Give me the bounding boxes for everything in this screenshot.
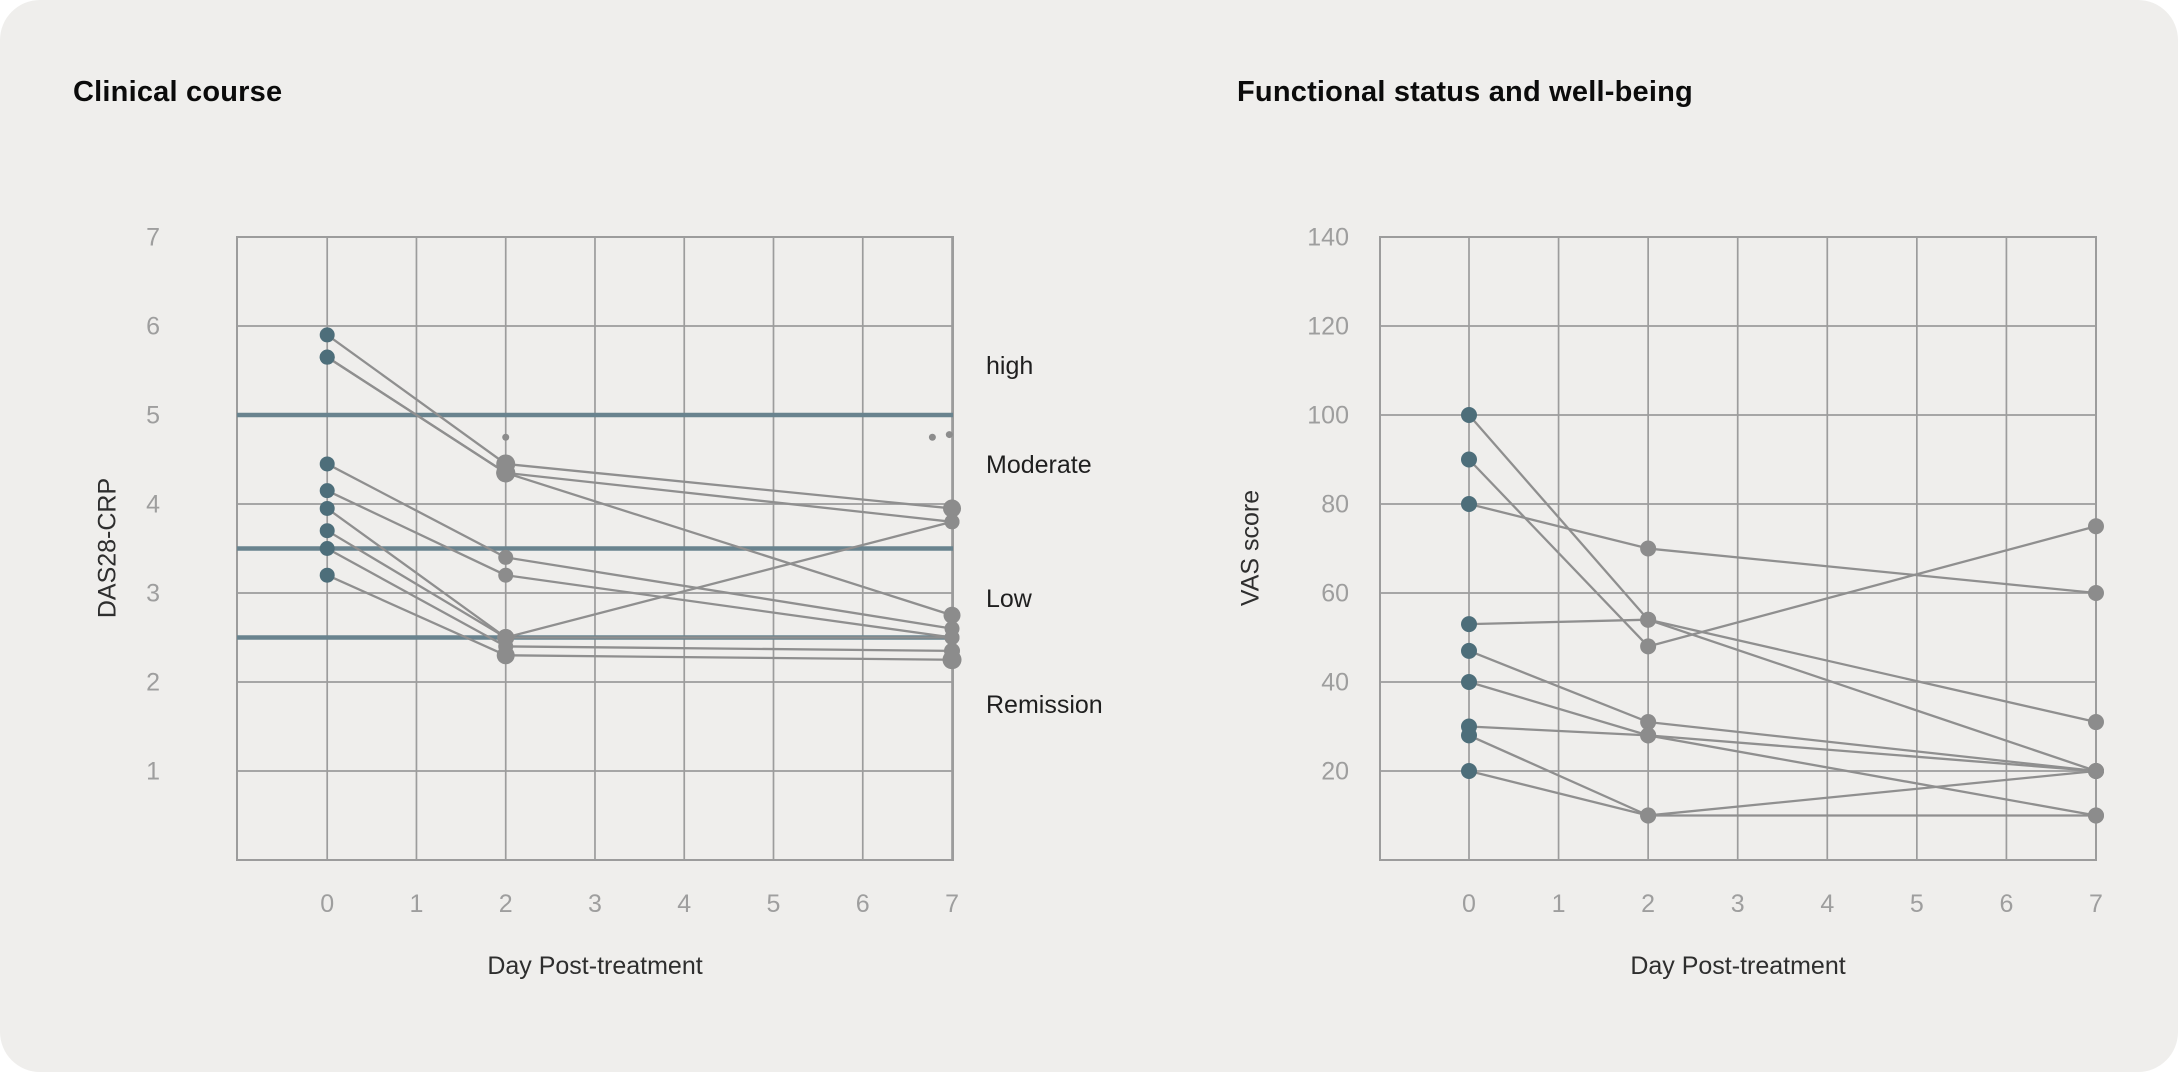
left-point-day7 [943, 606, 961, 624]
chart-title-clinical-course: Clinical course [73, 76, 283, 108]
left-tick-labels: 1 2 3 4 5 6 7 0 1 2 3 4 5 6 7 [146, 224, 959, 919]
left-y-tick-label: 3 [146, 580, 160, 608]
right-patient-1-line [1468, 414, 2097, 724]
zone-label-low: Low [986, 585, 1032, 613]
left-point-day2 [496, 646, 515, 665]
zone-label-high: high [986, 352, 1034, 380]
left-y-tick-label: 1 [146, 758, 160, 786]
left-point-day7 [944, 630, 960, 645]
right-patient-6-line [1468, 680, 2097, 773]
right-y-tick-label: 40 [1321, 669, 1349, 697]
left-point-day0 [319, 483, 335, 499]
right-x-tick-label: 7 [2089, 890, 2103, 918]
left-y-tick-label: 4 [146, 491, 160, 519]
left-point-day0 [319, 456, 335, 472]
left-x-tick-label: 0 [320, 890, 334, 918]
right-x-tick-label: 3 [1731, 890, 1745, 918]
left-x-tick-label: 4 [677, 890, 691, 918]
right-point-day7 [2087, 714, 2104, 731]
right-point-day7 [2087, 807, 2104, 824]
right-point-day2 [1640, 727, 1657, 744]
right-point-day0 [1461, 727, 1477, 744]
right-point-day2 [1640, 807, 1657, 824]
right-x-tick-label: 2 [1641, 890, 1655, 918]
left-data-points [319, 327, 962, 670]
left-point-day0 [319, 541, 335, 556]
x-axis-title-right: Day Post-treatment [1630, 952, 1846, 980]
right-point-day7 [2087, 763, 2104, 779]
left-x-tick-label: 7 [945, 890, 959, 918]
left-x-tick-label: 1 [410, 890, 424, 918]
left-point-day2 [498, 549, 514, 565]
left-patient-1-line [326, 333, 953, 510]
left-y-tick-label: 7 [146, 224, 160, 252]
x-axis-title-left: Day Post-treatment [487, 952, 703, 980]
right-x-tick-label: 5 [1910, 890, 1924, 918]
left-x-tick-label: 2 [499, 890, 513, 918]
right-x-tick-label: 6 [1999, 890, 2013, 918]
left-point-day0 [319, 349, 335, 365]
right-point-day2 [1640, 540, 1657, 557]
right-y-tick-label: 120 [1307, 313, 1349, 341]
right-patient-4-line [1468, 618, 2097, 773]
left-x-tick-label: 5 [767, 890, 781, 918]
right-chart: 20 40 60 80 100 120 140 0 1 2 3 4 5 6 7 [1307, 224, 2104, 919]
left-y-tick-label: 2 [146, 669, 160, 697]
right-point-day7 [2087, 585, 2104, 601]
right-point-day0 [1461, 642, 1477, 659]
left-chart: 1 2 3 4 5 6 7 0 1 2 3 4 5 6 7 [146, 224, 962, 919]
right-data-points [1461, 407, 2104, 824]
y-axis-title-das28-crp: DAS28-CRP [93, 477, 122, 619]
right-point-day0 [1461, 407, 1477, 423]
left-point-day0 [319, 327, 335, 343]
y-axis-title-vas-score: VAS score [1236, 489, 1265, 607]
left-point-day0 [319, 500, 335, 516]
left-point-day7 [944, 514, 960, 530]
left-y-tick-label: 6 [146, 313, 160, 341]
right-y-tick-label: 140 [1307, 224, 1349, 252]
right-x-tick-label: 1 [1552, 890, 1566, 918]
left-point-day2 [496, 463, 516, 483]
left-point-day0 [319, 567, 335, 583]
zone-label-remission: Remission [986, 691, 1103, 719]
right-tick-labels: 20 40 60 80 100 120 140 0 1 2 3 4 5 6 7 [1307, 224, 2103, 919]
left-point-day7 [943, 499, 962, 518]
right-y-tick-label: 100 [1307, 402, 1349, 430]
right-patient-8-line [1468, 734, 2097, 817]
right-point-day7 [2087, 518, 2104, 535]
right-point-day0 [1461, 496, 1477, 512]
right-trajectory-lines [1468, 414, 2097, 817]
left-point-day2 [498, 567, 514, 583]
right-point-day0 [1461, 616, 1477, 633]
zone-label-moderate: Moderate [986, 451, 1092, 479]
left-point-day7 [942, 650, 962, 670]
left-x-tick-label: 6 [856, 890, 870, 918]
right-x-tick-label: 0 [1462, 890, 1476, 918]
left-small-outlier-point [945, 431, 953, 439]
right-point-day2 [1640, 714, 1657, 731]
left-patient-2-line [326, 356, 953, 523]
right-y-tick-label: 20 [1321, 758, 1349, 786]
right-patient-3-line [1468, 502, 2097, 595]
left-trajectory-lines [326, 333, 953, 661]
right-y-tick-label: 80 [1321, 491, 1349, 519]
right-y-tick-label: 60 [1321, 580, 1349, 608]
left-small-outlier-point [928, 433, 936, 441]
left-point-day0 [319, 523, 335, 539]
right-patient-2-line [1468, 458, 2097, 648]
chart-title-functional-status: Functional status and well-being [1237, 76, 1693, 108]
right-gridlines [1379, 236, 2097, 861]
right-x-tick-label: 4 [1820, 890, 1834, 918]
right-point-day2 [1640, 611, 1657, 628]
left-y-tick-label: 5 [146, 402, 160, 430]
right-point-day2 [1640, 638, 1657, 655]
left-small-outlier-point [502, 433, 510, 441]
left-x-tick-label: 3 [588, 890, 602, 918]
right-point-day0 [1461, 763, 1477, 779]
right-point-day0 [1461, 674, 1477, 690]
right-point-day0 [1461, 451, 1477, 468]
